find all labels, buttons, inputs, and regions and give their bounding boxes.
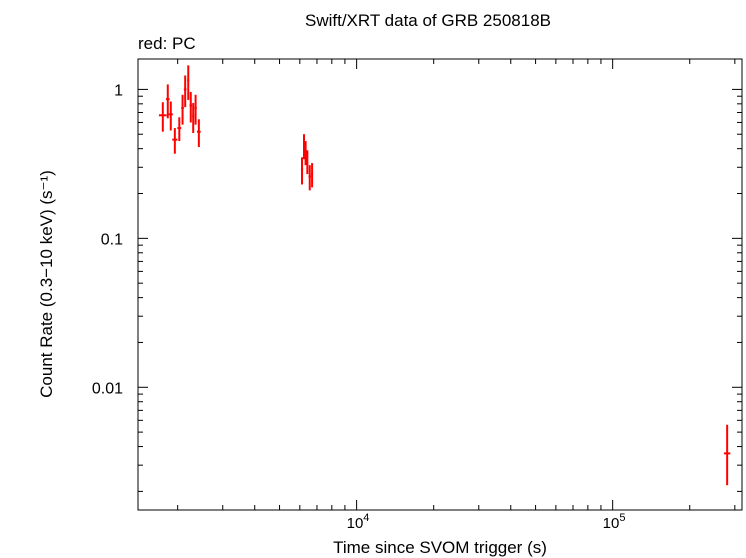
data-point	[723, 424, 731, 486]
axis-ticks	[138, 59, 742, 510]
data-point	[165, 84, 170, 119]
data-point	[311, 163, 314, 188]
x-axis-label: Time since SVOM trigger (s)	[333, 538, 547, 557]
data-point	[192, 103, 195, 133]
data-point	[172, 128, 178, 154]
plot-frame	[137, 58, 743, 511]
x-tick-labels: 104 105	[347, 512, 626, 532]
data-point	[300, 157, 304, 185]
data-points	[158, 65, 731, 486]
data-point	[187, 65, 190, 100]
chart-subtitle: red: PC	[138, 34, 196, 53]
data-point	[183, 75, 187, 108]
data-point	[181, 94, 184, 125]
data-point	[308, 165, 311, 191]
data-point	[177, 117, 182, 142]
y-tick-label: 0.01	[92, 380, 123, 397]
x-tick-label: 105	[603, 512, 626, 532]
data-point	[303, 134, 306, 160]
x-tick-label: 104	[347, 512, 370, 532]
y-axis-label: Count Rate (0.3−10 keV) (s⁻¹)	[37, 170, 56, 398]
y-tick-label: 1	[114, 82, 123, 99]
y-tick-label: 0.1	[101, 231, 123, 248]
data-point	[197, 119, 201, 148]
data-point	[189, 92, 192, 123]
data-point	[304, 141, 307, 166]
data-point	[168, 101, 173, 131]
chart-title: Swift/XRT data of GRB 250818B	[305, 11, 551, 30]
y-tick-labels: 1 0.1 0.01	[92, 82, 123, 397]
data-point	[158, 102, 167, 132]
data-point	[194, 94, 197, 125]
data-point	[306, 150, 309, 175]
